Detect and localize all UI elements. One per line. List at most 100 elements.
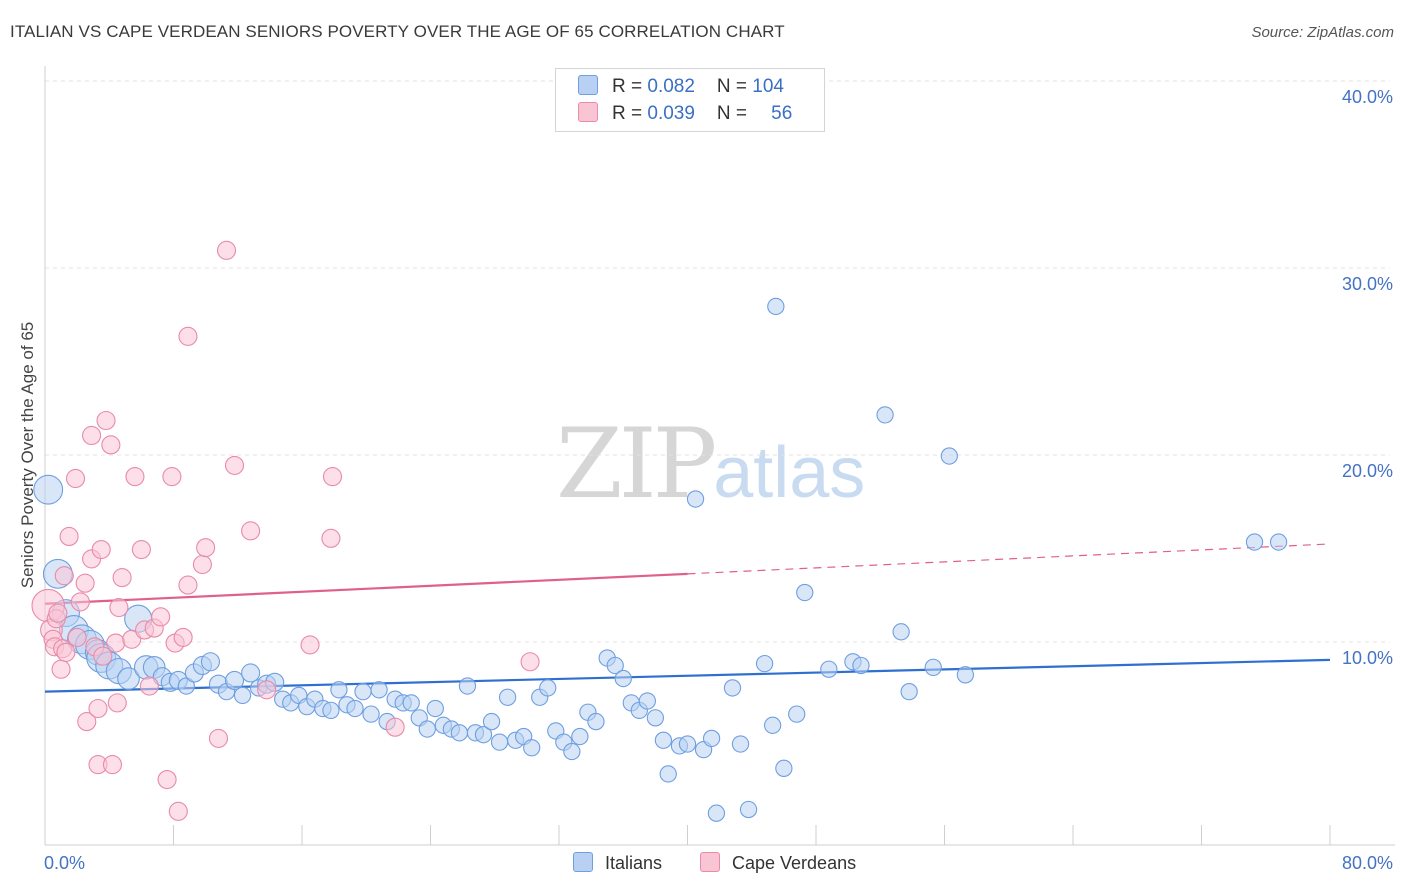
cape-verdeans-point (93, 646, 113, 666)
italians-point (330, 681, 348, 699)
italians-point (686, 490, 705, 508)
italians-point (571, 727, 589, 746)
cape-verdeans-point (107, 693, 127, 713)
source-label: Source: ZipAtlas.com (1251, 24, 1394, 41)
cape-verdeans-point (192, 554, 212, 575)
italians-point (200, 652, 220, 672)
bottom-legend-cape: Cape Verdeans (700, 852, 856, 874)
italians-point (659, 765, 677, 783)
italians-point (426, 699, 444, 718)
italians-point (723, 679, 742, 697)
legend-row-cape: R = 0.039 N = 56 (578, 102, 792, 126)
italians-point (614, 669, 632, 688)
italians-point (1269, 533, 1288, 551)
grid-lines (45, 80, 1390, 643)
italians-point (241, 663, 261, 683)
italians-point (707, 804, 726, 822)
bottom-legend-swatch-italians (573, 852, 593, 872)
cape-verdeans-point (208, 728, 229, 748)
cape-verdeans-point (51, 659, 71, 679)
italians-point (362, 705, 380, 723)
legend-r-label-cape: R = (612, 103, 648, 124)
italians-point (646, 709, 665, 727)
y-tick-label: 20.0% (1342, 461, 1393, 481)
cape-verdeans-point (224, 455, 245, 475)
italians-point (587, 712, 605, 731)
cape-verdeans-point (151, 607, 171, 627)
italians-point (739, 800, 758, 819)
bottom-legend-swatch-cape (700, 852, 720, 872)
italians-point (418, 720, 436, 738)
legend: R = 0.082 N = 104 R = 0.039 N = 56 (555, 68, 825, 132)
italians-point (354, 683, 372, 701)
italians-point (117, 667, 140, 690)
cape-verdeans-point (109, 597, 129, 618)
x-tick-label: 0.0% (44, 853, 85, 873)
chart-title: ITALIAN VS CAPE VERDEAN SENIORS POVERTY … (10, 22, 785, 41)
italians-point (892, 623, 910, 641)
cape-verdeans-point (82, 425, 102, 446)
italians-point (796, 583, 814, 602)
italians-point (606, 656, 624, 675)
italians-point (498, 688, 517, 706)
italians-point (523, 739, 541, 757)
bottom-legend-label-italians: Italians (605, 853, 663, 873)
cape-verdeans-point (216, 240, 237, 260)
legend-n-value-italians: 104 (752, 76, 784, 97)
cape-verdeans-point (257, 680, 277, 700)
italians-point (876, 406, 894, 424)
cape-verdeans-point (101, 435, 121, 455)
italians-point (775, 759, 793, 777)
cape-verdeans-point (178, 326, 198, 346)
legend-n-label-italians: N = (716, 76, 753, 97)
cape-verdeans-point (112, 568, 132, 588)
italians-point (924, 658, 942, 677)
watermark-atlas: atlas (713, 433, 866, 513)
axes (44, 66, 1395, 846)
italians-point (731, 735, 750, 753)
cape-verdeans-point (131, 539, 151, 560)
italians-point (233, 686, 252, 705)
italians-point (322, 701, 340, 720)
italians-point (702, 729, 721, 748)
italians-point (755, 654, 774, 673)
y-tick-label: 10.0% (1342, 648, 1393, 668)
cape-verdeans-point (65, 468, 86, 489)
cape-verdeans-point (56, 642, 76, 662)
italians-point (346, 699, 364, 718)
cape-verdeans-point (322, 467, 343, 487)
cape-verdeans-point (91, 539, 111, 560)
cape-verdeans-trend-extension (687, 543, 1331, 575)
italians-point (654, 731, 673, 749)
cape-verdeans-point (75, 573, 95, 593)
legend-swatch-cape (578, 102, 598, 122)
cape-verdeans-point (385, 717, 405, 737)
italians-point (370, 681, 388, 699)
italians-point (482, 712, 501, 731)
cape-verdeans-point (96, 410, 116, 431)
italians-point (474, 726, 493, 744)
italians-point (900, 683, 918, 701)
italians-point (33, 474, 64, 505)
cape-verdeans-point (70, 592, 90, 612)
legend-n-value-cape: 56 (771, 103, 793, 124)
cape-verdeans-point (54, 566, 74, 586)
italians-point (820, 660, 838, 678)
cape-verdeans-point (139, 676, 159, 696)
cape-verdeans-point (88, 698, 108, 719)
cape-verdeans-point (77, 712, 97, 732)
y-tick-label: 30.0% (1342, 274, 1393, 294)
italians-point (940, 447, 958, 465)
cape-verdeans-point (125, 467, 145, 487)
legend-n-label-cape: N = (716, 103, 753, 124)
cape-verdeans-point (321, 528, 341, 548)
y-tick-label: 40.0% (1342, 87, 1393, 107)
italians-point (458, 677, 477, 695)
legend-swatch-italians (578, 75, 598, 95)
italians-point (539, 679, 557, 697)
tick-labels: 10.0% 20.0% 30.0% 40.0% 0.0% 80.0% (44, 87, 1393, 873)
cape-verdeans-point (157, 769, 177, 790)
italians-point (956, 666, 975, 684)
cape-verdeans-point (48, 603, 68, 623)
